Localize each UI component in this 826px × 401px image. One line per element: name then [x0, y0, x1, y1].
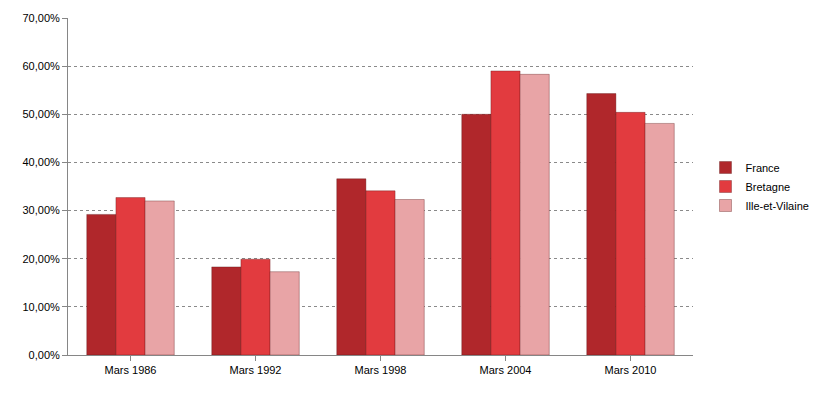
svg-text:Mars 2010: Mars 2010 — [605, 364, 657, 376]
svg-text:50,00%: 50,00% — [22, 108, 60, 120]
svg-text:Mars 1986: Mars 1986 — [105, 364, 157, 376]
svg-text:0,00%: 0,00% — [29, 349, 60, 361]
svg-text:France: France — [746, 162, 780, 174]
svg-text:20,00%: 20,00% — [22, 253, 60, 265]
svg-text:Mars 1998: Mars 1998 — [355, 364, 407, 376]
svg-text:10,00%: 10,00% — [22, 301, 60, 313]
svg-text:70,00%: 70,00% — [22, 12, 60, 24]
svg-text:Mars 1992: Mars 1992 — [230, 364, 282, 376]
svg-text:60,00%: 60,00% — [22, 60, 60, 72]
svg-text:Ille-et-Vilaine: Ille-et-Vilaine — [746, 200, 809, 212]
svg-text:30,00%: 30,00% — [22, 204, 60, 216]
svg-text:Mars 2004: Mars 2004 — [480, 364, 532, 376]
svg-text:Bretagne: Bretagne — [746, 181, 791, 193]
svg-text:40,00%: 40,00% — [22, 156, 60, 168]
